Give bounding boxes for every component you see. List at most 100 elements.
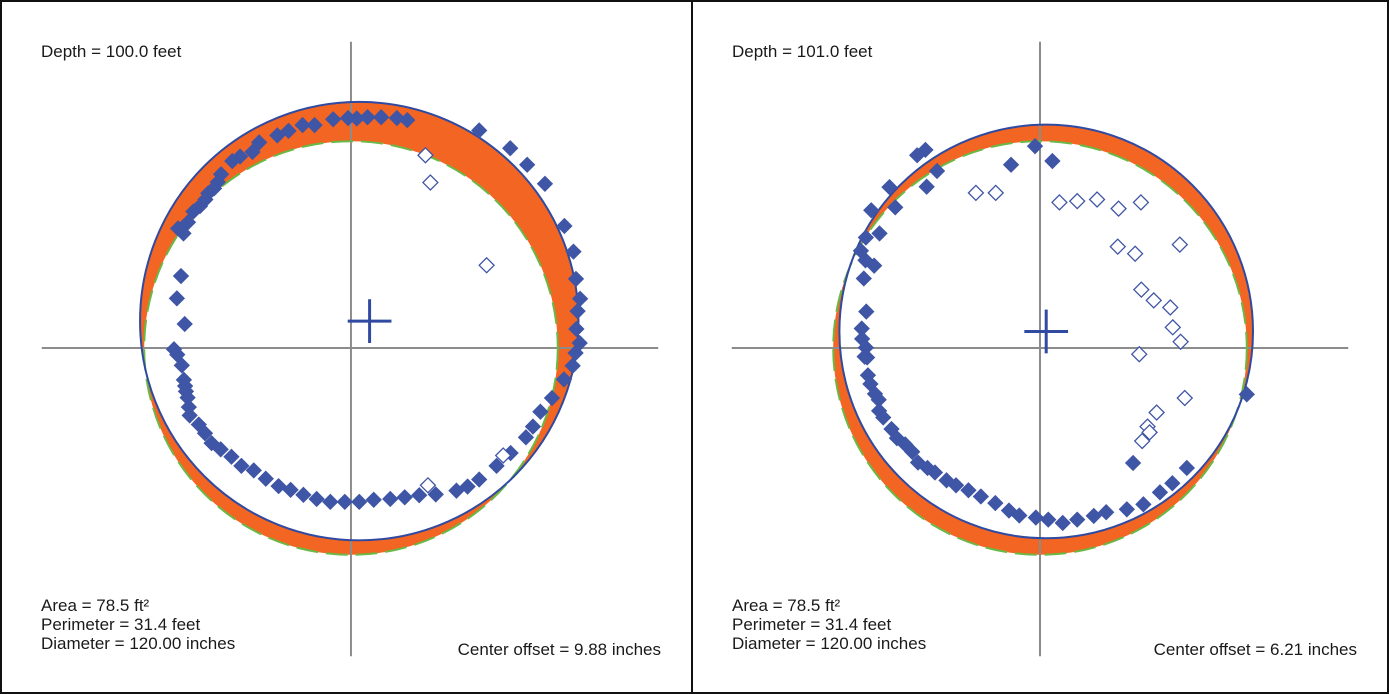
area-label: Area = 78.5 ft² [41, 596, 150, 615]
data-point-filled [1085, 507, 1102, 525]
loss-area [140, 101, 579, 555]
data-point-filled [306, 116, 323, 134]
data-point-filled [556, 217, 573, 235]
data-point-open [1130, 345, 1148, 363]
data-point-filled [871, 225, 888, 242]
data-point-open [1132, 194, 1150, 211]
depth-label: Depth = 100.0 feet [41, 42, 182, 61]
data-point-open [494, 447, 512, 464]
data-point-filled [294, 116, 311, 134]
fit-circle [139, 100, 580, 542]
data-point-filled [165, 341, 183, 358]
data-point-filled [858, 303, 875, 320]
data-point-open [1164, 318, 1182, 336]
panel-depth-101: Depth = 101.0 feet Area = 78.5 ft² Perim… [691, 0, 1389, 694]
data-point-filled [1002, 156, 1020, 173]
data-point-filled [1044, 152, 1061, 170]
data-point-filled [1027, 509, 1045, 526]
data-point-open [422, 174, 439, 191]
data-point-filled [471, 122, 488, 139]
data-point-filled [269, 127, 286, 144]
data-point-filled [250, 134, 268, 151]
depth-label: Depth = 101.0 feet [732, 42, 873, 61]
data-point-filled [351, 493, 368, 511]
data-point-filled [517, 429, 535, 446]
data-point-open [1110, 200, 1127, 217]
data-point-filled [904, 443, 921, 460]
data-point-open [1088, 191, 1106, 208]
data-point-filled [339, 109, 357, 127]
data-point-filled [938, 472, 955, 489]
data-point-filled [875, 409, 892, 426]
data-point-filled [373, 109, 390, 126]
data-point-filled [569, 303, 586, 320]
data-point-open [1109, 238, 1127, 256]
diameter-label: Diameter = 120.00 inches [732, 634, 927, 653]
data-point-filled [257, 470, 274, 487]
diameter-label: Diameter = 120.00 inches [41, 634, 236, 653]
data-point-filled [388, 109, 406, 127]
data-point-filled [244, 143, 261, 161]
data-point-filled [173, 357, 190, 374]
data-point-filled [887, 199, 904, 216]
perimeter-label: Perimeter = 31.4 feet [41, 615, 201, 634]
data-point-filled [536, 175, 554, 192]
data-point-filled [168, 290, 186, 307]
data-point-filled [571, 334, 588, 352]
data-point-filled [172, 267, 190, 285]
data-point-filled [1238, 386, 1255, 403]
data-point-filled [947, 477, 965, 494]
data-point-filled [524, 418, 542, 435]
design-circle [832, 140, 1248, 556]
data-point-filled [1040, 511, 1057, 528]
data-point-filled [1178, 459, 1195, 477]
data-point-open [967, 184, 985, 202]
panel-depth-100: Depth = 100.0 feet Area = 78.5 ft² Perim… [0, 0, 693, 694]
data-point-filled [270, 477, 287, 495]
data-point-filled [972, 488, 990, 505]
data-point-open [1141, 423, 1158, 441]
data-point-filled [1011, 507, 1028, 524]
data-point-filled [223, 448, 240, 465]
data-point-filled [322, 493, 339, 511]
data-point-filled [567, 270, 585, 288]
borehole-plot [731, 41, 1349, 657]
data-point-open [1132, 281, 1150, 299]
data-point-filled [396, 489, 413, 506]
data-point-filled [1135, 496, 1152, 513]
data-point-filled [857, 229, 875, 246]
data-point-filled [960, 482, 977, 499]
data-point-open [1133, 432, 1151, 450]
data-point-filled [1069, 511, 1086, 528]
data-point-filled [181, 407, 198, 424]
data-point-filled [918, 178, 935, 195]
data-point-open [1176, 389, 1194, 407]
center-offset-label: Center offset = 6.21 inches [1153, 640, 1357, 659]
data-point-filled [471, 471, 488, 488]
data-point-filled [325, 111, 342, 128]
data-point-open [987, 184, 1005, 202]
data-point-filled [532, 403, 549, 420]
data-point-filled [212, 441, 229, 458]
data-point-filled [427, 486, 444, 503]
data-point-open [1171, 236, 1189, 253]
data-point-open [1161, 299, 1179, 316]
data-point-open [478, 256, 496, 274]
data-point-filled [1151, 484, 1169, 501]
data-point-filled [1124, 454, 1142, 472]
data-point-filled [1054, 514, 1071, 532]
data-point-filled [502, 140, 519, 157]
data-point-filled [359, 109, 376, 126]
data-point-filled [488, 457, 505, 475]
data-point-filled [909, 147, 926, 164]
data-point-filled [555, 371, 573, 388]
data-point-filled [543, 389, 561, 407]
data-point-filled [855, 270, 872, 287]
data-point-open [1051, 194, 1068, 211]
data-point-open [419, 476, 437, 494]
data-point-open [1172, 333, 1189, 351]
data-point-filled [295, 486, 312, 503]
fit-circle [838, 123, 1254, 540]
data-point-filled [282, 481, 299, 499]
